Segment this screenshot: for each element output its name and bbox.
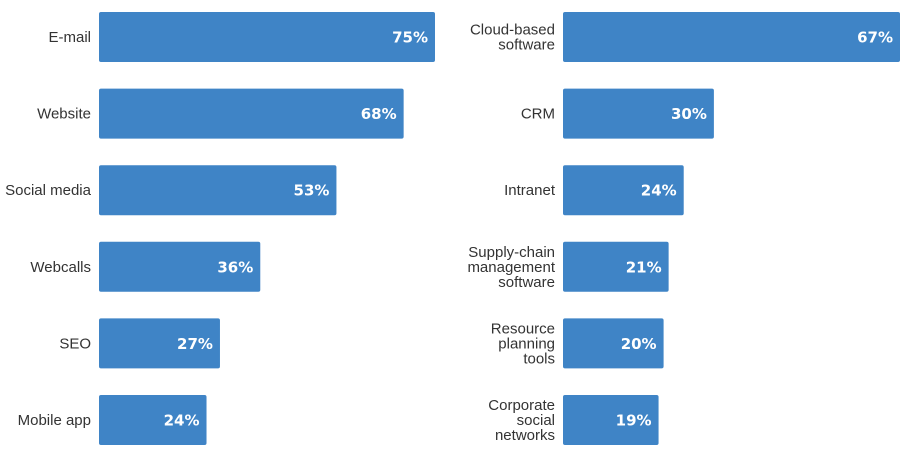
category-label: Social media — [5, 182, 92, 199]
category-label: CRM — [521, 106, 555, 123]
value-label: 67% — [857, 29, 893, 47]
value-label: 19% — [616, 412, 652, 430]
bar-1-4 — [563, 318, 664, 369]
value-label: 21% — [626, 258, 662, 276]
bar-0-5 — [99, 395, 207, 445]
value-label: 20% — [621, 335, 657, 353]
value-label: 24% — [164, 412, 200, 430]
bar-0-2 — [99, 165, 337, 216]
bar-1-5 — [563, 395, 659, 445]
value-label: 36% — [217, 258, 253, 276]
bar-0-1 — [99, 88, 404, 139]
value-label: 75% — [392, 29, 428, 47]
category-label: Supply-chain management software — [467, 244, 555, 291]
category-label: Mobile app — [18, 412, 91, 429]
bar-1-2 — [563, 165, 684, 216]
bar-0-3 — [99, 241, 261, 292]
bar-0-0 — [99, 12, 435, 62]
value-label: 27% — [177, 335, 213, 353]
value-label: 30% — [671, 105, 707, 123]
value-label: 24% — [641, 182, 677, 200]
category-label: Cloud-based software — [470, 22, 555, 54]
category-label: Webcalls — [30, 259, 91, 276]
bar-1-3 — [563, 241, 669, 292]
category-label: Website — [37, 106, 91, 123]
value-label: 53% — [294, 182, 330, 200]
bar-1-1 — [563, 88, 714, 139]
bar-0-4 — [99, 318, 220, 369]
category-label: E-mail — [48, 29, 91, 46]
category-label: Corporate social networks — [488, 397, 555, 444]
category-label: SEO — [59, 335, 91, 352]
chart-right: 67% Cloud-based software 30% CRM 24% Intranet 2… — [467, 12, 900, 445]
value-label: 68% — [361, 105, 397, 123]
category-label: Intranet — [504, 182, 556, 199]
chart-left: 75% E-mail 68% Website 53% Social media 36% Web… — [5, 12, 435, 445]
category-label: Resource planning tools — [491, 320, 555, 367]
bar-1-0 — [563, 12, 900, 62]
